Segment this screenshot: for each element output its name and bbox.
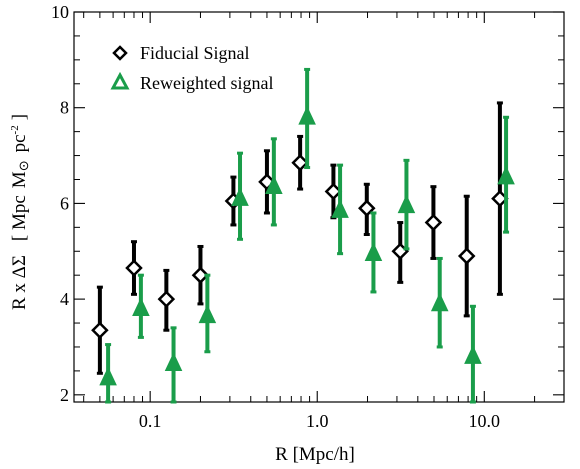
x-axis-label: R [Mpc/h] [275,444,355,465]
data-point-diamond [157,290,176,308]
legend-label: Reweighted signal [140,73,273,93]
plot-border [73,11,565,403]
y-tick-label: 8 [60,98,69,118]
axis-ticks: 0.1 1.0 10.0 2 4 6 8 10 [51,2,564,431]
data-point-triangle [298,105,316,125]
data-point-triangle [497,165,515,185]
plot-frame [73,11,565,403]
data-point-triangle [265,175,283,194]
y-tick-label: 6 [60,193,69,213]
y-tick-label: 2 [60,385,69,405]
data-point-triangle [331,199,349,218]
data-point-triangle [397,194,416,214]
x-tick-label: 10.0 [469,411,501,431]
y-axis-label-pc: pc [9,134,30,152]
data-point-diamond [358,199,376,217]
data-point-triangle [364,242,383,261]
data-point-triangle [99,366,117,386]
legend-marker-diamond [112,45,128,61]
y-axis-label-msun: M [9,171,30,188]
y-tick-label: 10 [51,2,69,22]
legend: Fiducial Signal Reweighted signal [110,43,273,93]
y-axis-label: R x ΔΣ [ Mpc M⊙ pc-2] [9,114,31,310]
y-axis-label-prefix: R x ΔΣ [9,255,30,310]
data-point-triangle [164,352,183,372]
y-axis-label-close: ] [9,114,30,120]
data-point-diamond [125,259,143,277]
x-tick-label: 1.0 [306,411,329,431]
y-axis-label-open: [ Mpc [9,195,30,241]
data-point-diamond [424,213,443,232]
data-point-triangle [198,304,217,324]
legend-marker-triangle [110,71,130,90]
data-point-diamond [457,247,476,265]
data-point-triangle [231,187,249,206]
data-point-triangle [464,345,482,364]
data-point-triangle [430,292,449,312]
y-axis-label-sun-symbol: ⊙ [16,160,31,171]
series-fiducial [91,101,509,375]
data-point-diamond [191,266,210,284]
x-tick-label: 0.1 [139,411,162,431]
y-tick-label: 4 [60,289,69,309]
series-layer [91,67,515,404]
legend-label: Fiducial Signal [140,43,250,63]
data-point-triangle [132,297,150,316]
y-axis-label-exponent: -2 [9,125,21,134]
series-reweighted [99,67,515,404]
data-point-diamond [91,321,109,339]
data-point-diamond [291,153,309,172]
